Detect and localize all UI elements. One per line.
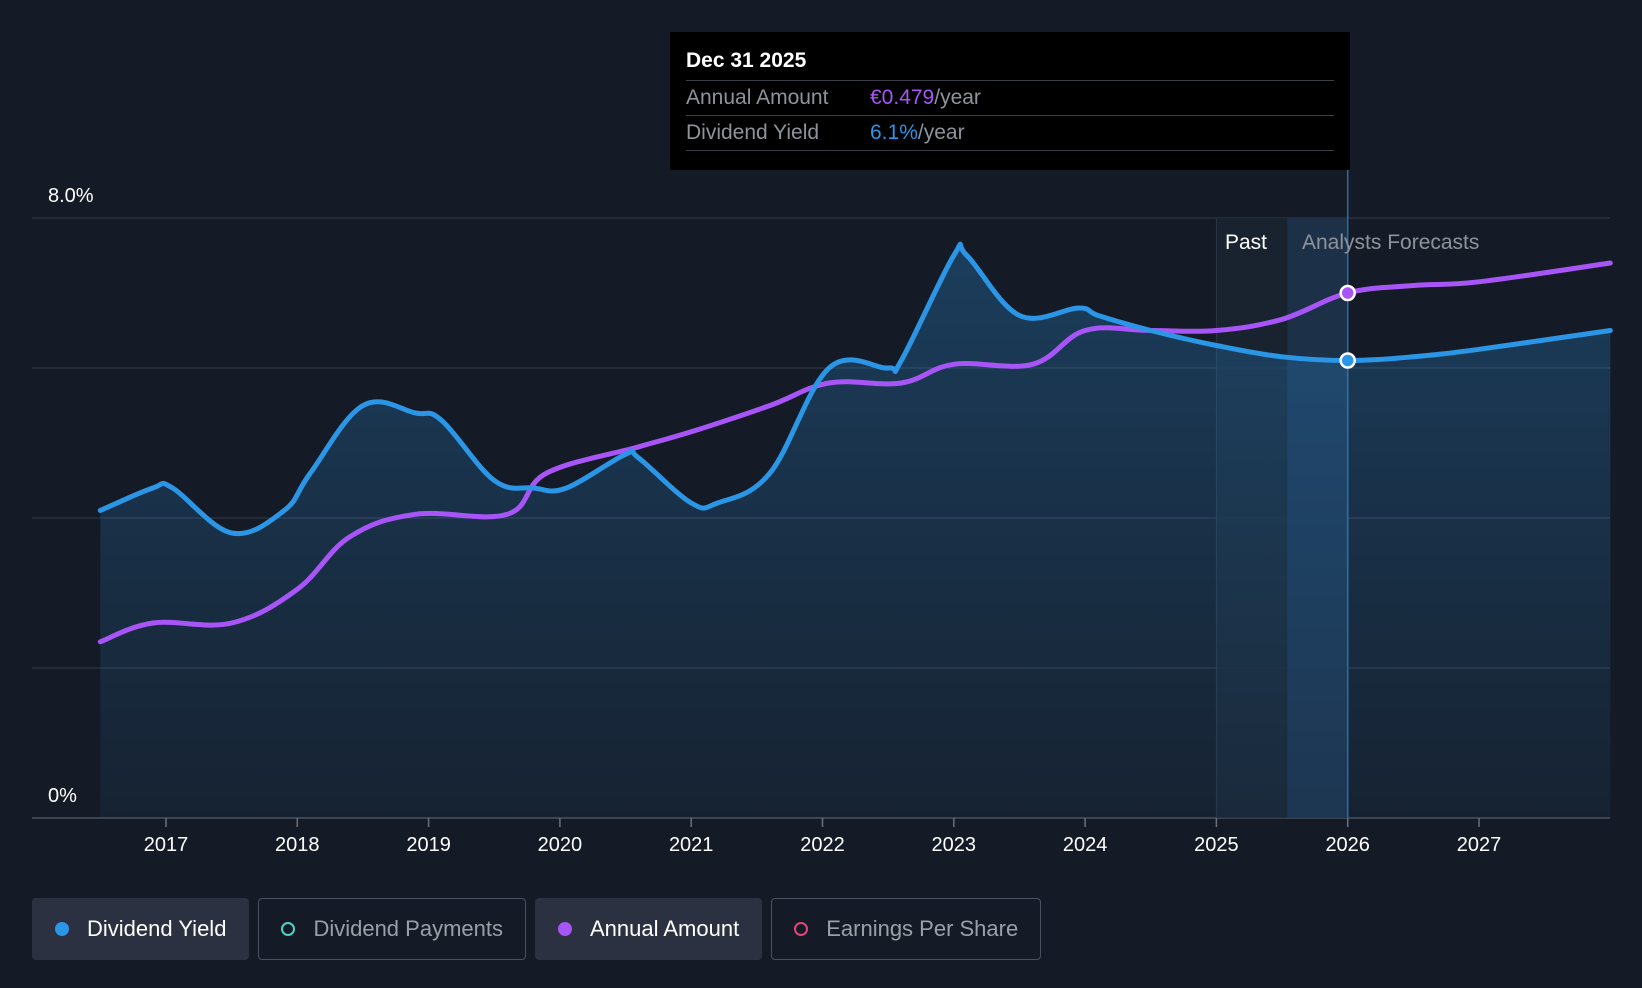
y-axis-bottom-label: 0% xyxy=(48,785,77,807)
annual-amount-point xyxy=(1339,284,1356,302)
x-tick-label: 2017 xyxy=(144,834,189,856)
tooltip-label: Dividend Yield xyxy=(686,121,820,144)
dividend-yield-area xyxy=(100,244,1611,818)
tooltip-row-dividend-yield: Dividend Yield 6.1% /year xyxy=(686,115,1334,151)
dividend-yield-line xyxy=(97,241,1613,537)
chart-legend: Dividend Yield Dividend Payments Annual … xyxy=(32,898,1042,960)
legend-ring-icon xyxy=(794,922,809,936)
legend-label: Earnings Per Share xyxy=(826,916,1019,941)
annual-amount-line xyxy=(97,260,1613,645)
x-tick-label: 2027 xyxy=(1457,834,1502,856)
x-tick-label: 2023 xyxy=(932,834,977,856)
x-tick-label: 2018 xyxy=(275,834,320,856)
series-lines xyxy=(97,241,1613,645)
tooltip-row-annual-amount: Annual Amount €0.479 /year xyxy=(686,80,1334,115)
legend-dividend-yield[interactable]: Dividend Yield xyxy=(32,898,250,960)
forecast-region-label: Analysts Forecasts xyxy=(1302,231,1479,254)
x-tick-label: 2021 xyxy=(669,834,714,856)
dividend-yield-point xyxy=(1339,352,1356,369)
tooltip-unit: /year xyxy=(917,121,965,144)
x-tick-label: 2019 xyxy=(406,834,451,856)
tooltip-label: Annual Amount xyxy=(686,86,829,109)
x-tick-label: 2022 xyxy=(800,834,845,856)
yield-area xyxy=(100,244,1611,818)
legend-ring-icon xyxy=(281,922,296,936)
tooltip-date: Dec 31 2025 xyxy=(686,49,807,72)
x-tick-label: 2025 xyxy=(1194,834,1239,856)
data-tooltip: Dec 31 2025 Annual Amount €0.479 /year D… xyxy=(670,32,1350,170)
legend-dividend-payments[interactable]: Dividend Payments xyxy=(258,898,526,960)
x-tick-label: 2024 xyxy=(1063,834,1108,856)
legend-dot-icon xyxy=(557,922,572,936)
x-tick-label: 2026 xyxy=(1325,834,1370,856)
legend-earnings-per-share[interactable]: Earnings Per Share xyxy=(771,898,1042,960)
tooltip-unit: /year xyxy=(934,86,981,109)
legend-label: Dividend Payments xyxy=(313,916,503,941)
tooltip-value: 6.1% xyxy=(870,121,918,144)
legend-annual-amount[interactable]: Annual Amount xyxy=(534,898,763,960)
tooltip-value: €0.479 xyxy=(870,86,935,109)
highlight-markers xyxy=(1339,284,1356,369)
y-axis-top-label: 8.0% xyxy=(48,185,94,207)
x-axis-ticks: 2017 2018 2019 2020 2021 2022 2023 2024 2025 2026… xyxy=(144,818,1502,856)
legend-label: Dividend Yield xyxy=(87,916,227,941)
past-region-label: Past xyxy=(1225,231,1267,254)
legend-dot-icon xyxy=(55,922,69,936)
x-tick-label: 2020 xyxy=(538,834,583,856)
legend-label: Annual Amount xyxy=(589,916,740,941)
